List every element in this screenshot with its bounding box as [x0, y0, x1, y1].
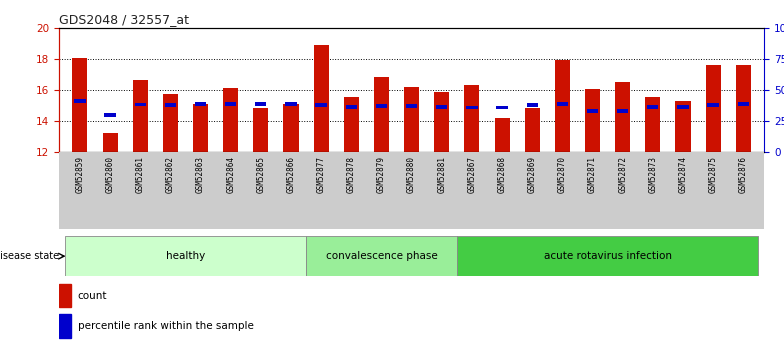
- Bar: [74, 99, 85, 103]
- Bar: [343, 97, 359, 152]
- Bar: [253, 108, 268, 152]
- Text: GSM52879: GSM52879: [377, 156, 386, 193]
- Text: GSM52870: GSM52870: [558, 156, 567, 193]
- Bar: [255, 102, 267, 106]
- Bar: [346, 105, 357, 109]
- Text: GSM52873: GSM52873: [648, 156, 657, 193]
- Bar: [434, 92, 449, 152]
- Text: GSM52880: GSM52880: [407, 156, 416, 193]
- Bar: [404, 87, 419, 152]
- Text: GSM52878: GSM52878: [347, 156, 356, 193]
- Text: GSM52865: GSM52865: [256, 156, 265, 193]
- Bar: [436, 105, 448, 109]
- Text: healthy: healthy: [166, 251, 205, 261]
- Text: GSM52862: GSM52862: [166, 156, 175, 193]
- Bar: [615, 82, 630, 152]
- Bar: [132, 80, 147, 152]
- Text: GDS2048 / 32557_at: GDS2048 / 32557_at: [59, 13, 189, 27]
- Bar: [527, 103, 538, 107]
- Text: GSM52859: GSM52859: [75, 156, 85, 193]
- Bar: [557, 102, 568, 106]
- Bar: [135, 102, 146, 106]
- Bar: [645, 97, 660, 152]
- Bar: [103, 133, 118, 152]
- Text: GSM52868: GSM52868: [498, 156, 506, 193]
- Text: count: count: [78, 290, 107, 300]
- Bar: [306, 236, 457, 276]
- Text: GSM52864: GSM52864: [226, 156, 235, 193]
- Text: disease state: disease state: [0, 251, 59, 261]
- Bar: [284, 104, 299, 152]
- Bar: [707, 103, 719, 107]
- Text: GSM52863: GSM52863: [196, 156, 205, 193]
- Text: GSM52874: GSM52874: [678, 156, 688, 193]
- Text: GSM52881: GSM52881: [437, 156, 446, 193]
- Bar: [735, 65, 751, 152]
- Bar: [495, 118, 510, 152]
- Bar: [104, 113, 116, 117]
- Bar: [617, 109, 628, 113]
- Bar: [676, 101, 691, 152]
- Text: percentile rank within the sample: percentile rank within the sample: [78, 321, 253, 331]
- Bar: [163, 93, 178, 152]
- Bar: [59, 284, 71, 307]
- Bar: [165, 103, 176, 107]
- Text: GSM52876: GSM52876: [739, 156, 748, 193]
- Bar: [195, 102, 206, 106]
- Bar: [285, 102, 296, 106]
- Text: GSM52867: GSM52867: [467, 156, 477, 193]
- Bar: [193, 104, 208, 152]
- Bar: [406, 104, 417, 108]
- Text: GSM52861: GSM52861: [136, 156, 145, 193]
- Text: GSM52871: GSM52871: [588, 156, 597, 193]
- Bar: [706, 65, 720, 152]
- Bar: [464, 85, 480, 152]
- Bar: [587, 109, 598, 113]
- Bar: [677, 105, 688, 109]
- Bar: [524, 108, 539, 152]
- Bar: [223, 88, 238, 152]
- Bar: [314, 45, 328, 152]
- Bar: [647, 105, 659, 109]
- Bar: [457, 236, 758, 276]
- Text: GSM52866: GSM52866: [286, 156, 296, 193]
- Bar: [496, 106, 508, 109]
- Bar: [315, 103, 327, 107]
- Text: GSM52860: GSM52860: [106, 156, 114, 193]
- Bar: [738, 102, 749, 106]
- Text: GSM52869: GSM52869: [528, 156, 537, 193]
- Text: acute rotavirus infection: acute rotavirus infection: [543, 251, 672, 261]
- Text: GSM52872: GSM52872: [618, 156, 627, 193]
- Bar: [225, 102, 236, 106]
- Bar: [555, 60, 570, 152]
- Bar: [585, 89, 600, 152]
- Bar: [466, 106, 477, 109]
- Text: GSM52877: GSM52877: [317, 156, 325, 193]
- Text: convalescence phase: convalescence phase: [325, 251, 437, 261]
- Bar: [65, 236, 306, 276]
- Bar: [72, 58, 88, 152]
- Bar: [376, 104, 387, 108]
- Bar: [59, 314, 71, 338]
- Text: GSM52875: GSM52875: [709, 156, 717, 193]
- Bar: [374, 77, 389, 152]
